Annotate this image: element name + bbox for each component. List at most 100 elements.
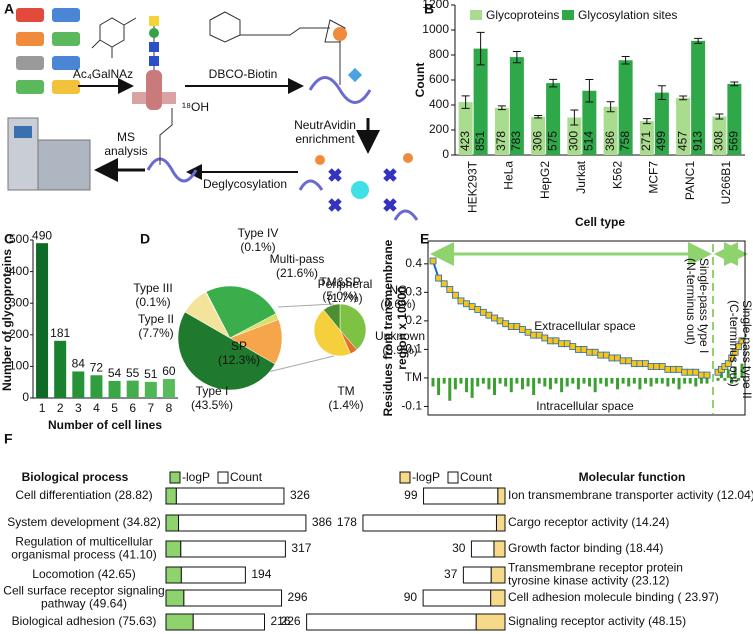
y-tick-label: 1200: [422, 0, 449, 11]
error-bar: [570, 109, 579, 126]
error-bar: [585, 79, 594, 103]
point: [502, 320, 510, 328]
pie-slice: [205, 285, 277, 339]
error-bar: [679, 95, 688, 101]
mass-spectrometer: [7, 117, 91, 191]
error-bar: [694, 37, 703, 44]
bar: [108, 380, 121, 398]
value-label: 55: [126, 366, 140, 380]
bar: [576, 377, 580, 390]
point: [735, 343, 742, 350]
region-label: Single-pass type I: [697, 258, 711, 353]
point: [630, 360, 638, 368]
region-label: (C-terminus out): [727, 300, 741, 387]
point: [485, 311, 493, 319]
bar: [473, 48, 488, 155]
value-label: 386: [312, 515, 332, 529]
point: [738, 337, 746, 345]
bar: [655, 377, 659, 384]
point: [496, 317, 504, 325]
bar: [537, 377, 541, 384]
value-label: 490: [32, 228, 52, 242]
category-label: Cell surface receptor signaling: [3, 584, 164, 598]
point: [547, 337, 554, 345]
bar: [180, 540, 286, 558]
chart-title: Biological process: [22, 470, 129, 484]
error-bar: [657, 85, 666, 100]
point: [625, 357, 633, 365]
y-tick-label: 1000: [422, 22, 449, 36]
bar: [165, 487, 177, 505]
slice-value-label: (1.7%): [327, 291, 362, 305]
point: [479, 308, 487, 316]
bar: [126, 380, 139, 398]
error-bar: [497, 105, 506, 111]
pie-slice: [177, 311, 276, 391]
value-label: 72: [90, 360, 104, 374]
y-axis-label: region x 10000: [395, 286, 409, 370]
probe-label: DBCO-Biotin: [209, 67, 278, 81]
slice-value-label: (1.4%): [328, 398, 363, 412]
bar: [423, 487, 499, 505]
point: [728, 354, 736, 362]
bar: [705, 377, 709, 384]
chart-title: Molecular function: [579, 470, 686, 484]
bar: [165, 589, 185, 607]
point: [569, 343, 577, 350]
bar: [543, 377, 547, 387]
x-tick-label: HeLa: [502, 161, 516, 190]
category-label: pathway (49.64): [41, 597, 127, 611]
category-label: tyrosine kinase activity (23.12): [508, 574, 669, 588]
y-tick-label: 0: [442, 147, 449, 161]
isotope-label: ¹⁸OH: [182, 100, 209, 114]
slice-value-label: (7.7%): [138, 326, 173, 340]
bar: [442, 377, 446, 384]
bar: [144, 381, 157, 398]
x-tick-label: 4: [93, 401, 100, 415]
point: [647, 363, 655, 370]
bar: [639, 121, 654, 155]
legend-label: Glycoproteins: [486, 8, 559, 22]
legend-label: Count: [230, 470, 263, 484]
y-axis-label: Number of glycoproteins: [0, 249, 14, 391]
bar: [567, 117, 582, 155]
value-label: 306: [530, 131, 544, 151]
bar: [462, 566, 492, 584]
legend-swatch: [470, 10, 482, 20]
error-bar: [461, 95, 470, 109]
bar: [490, 589, 506, 607]
bar: [431, 377, 435, 387]
point: [552, 337, 560, 345]
x-tick-label: K562: [610, 161, 624, 189]
bar: [493, 540, 506, 558]
y-tick-label: 800: [429, 47, 449, 61]
bar: [632, 377, 636, 384]
value-label: 30: [452, 541, 466, 555]
error-bar: [549, 78, 558, 88]
value-label: 913: [690, 131, 704, 151]
bar: [180, 566, 246, 584]
x-tick-label: MCF7: [647, 161, 661, 194]
bar: [520, 377, 524, 390]
slice-label: TM: [337, 384, 354, 398]
error-bar: [715, 113, 724, 120]
category-label: Transmembrane receptor protein: [508, 561, 683, 575]
bar: [627, 377, 631, 387]
legend-swatch: [399, 471, 411, 484]
bar: [716, 377, 720, 381]
error-bar: [642, 118, 651, 125]
point: [608, 354, 616, 362]
y-tick-label: 100: [9, 359, 29, 373]
y-tick-label: 200: [9, 327, 29, 341]
bar: [560, 377, 564, 393]
bar: [481, 377, 485, 384]
pie-slice: [339, 303, 367, 351]
y-tick-label: 500: [9, 232, 29, 246]
sugar-molecule: [91, 17, 137, 58]
point: [440, 280, 448, 288]
y-axis-label: Residues from transmembrane: [381, 239, 395, 416]
slice-value-label: (0.1%): [240, 240, 275, 254]
point: [429, 257, 437, 265]
bar: [621, 377, 625, 384]
bar: [306, 613, 477, 631]
